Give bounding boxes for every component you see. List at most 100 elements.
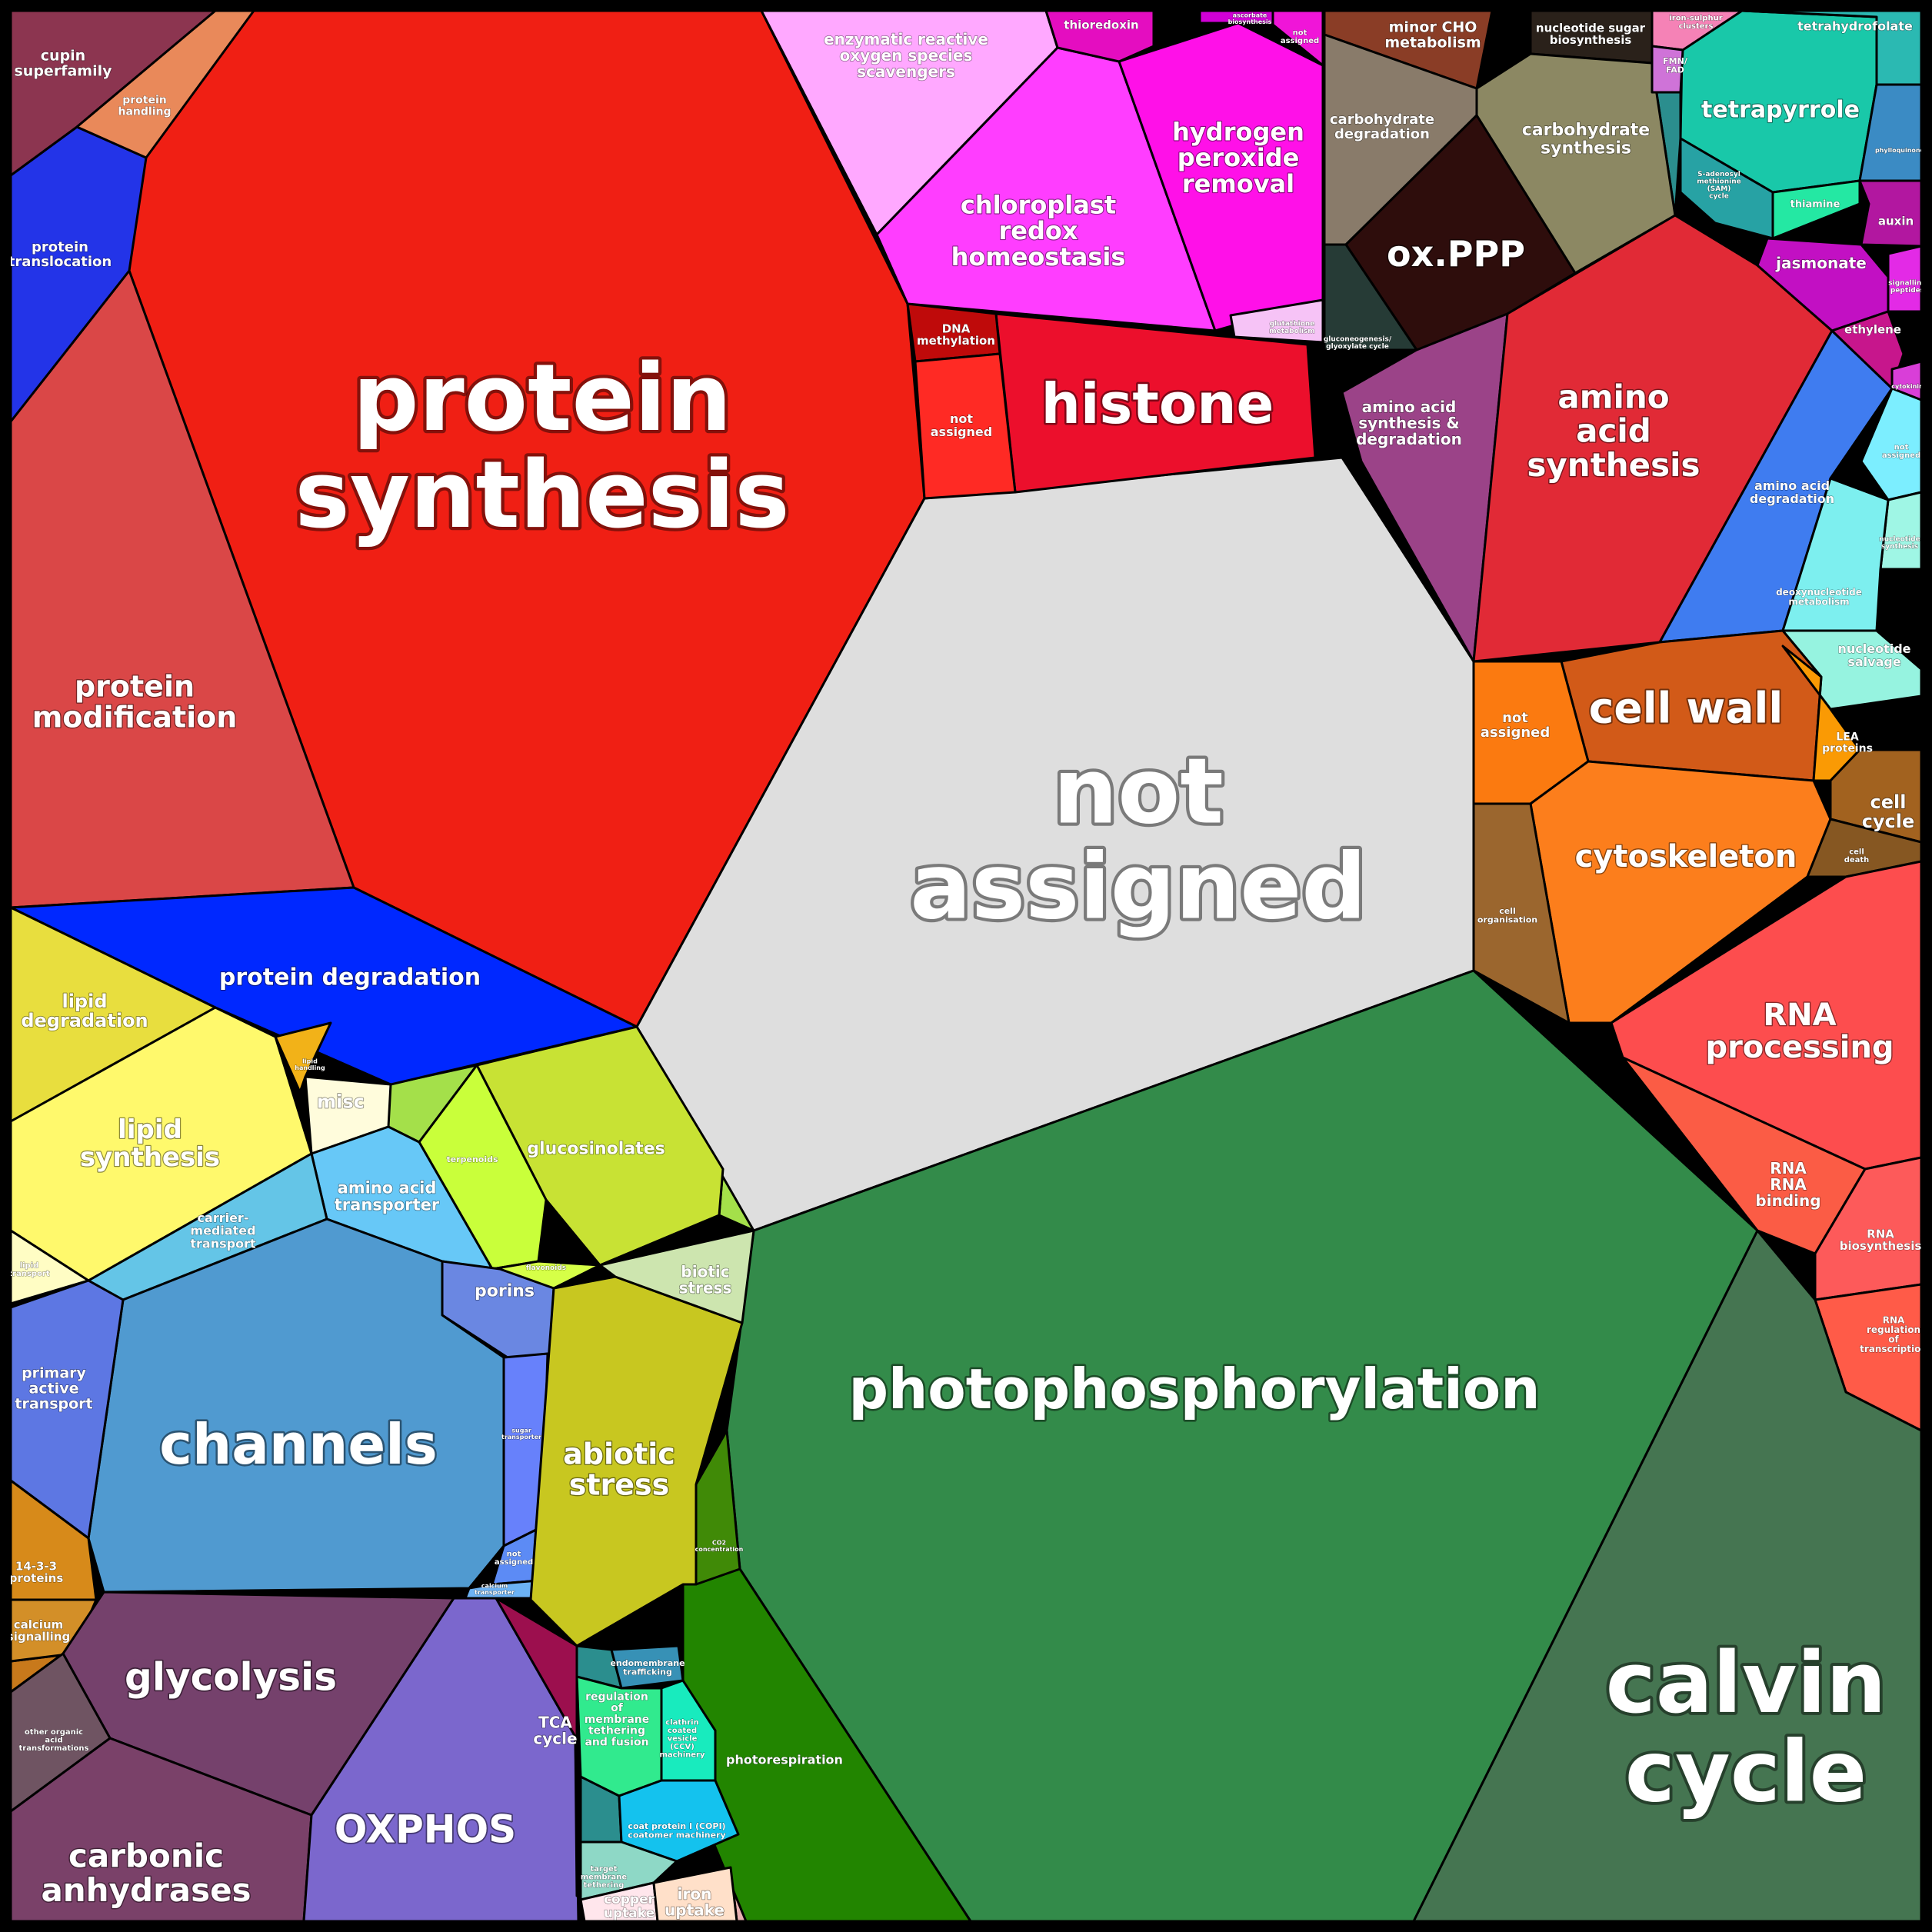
cell-label-cell-wall: cell wall — [1589, 683, 1783, 732]
cell-label-terpenoids: terpenoids — [446, 1154, 498, 1164]
cell-label-lipid-degradation: lipid degradation — [21, 991, 148, 1031]
cell-label-abiotic-stress: abiotic stress — [563, 1437, 675, 1501]
cell-label-nucleotide-synthesis: nucleotide synthesis — [1879, 535, 1920, 550]
cell-label-rna-processing: RNA processing — [1705, 998, 1894, 1065]
cell-label-amino-acid-synthesis: amino acid synthesis — [1527, 378, 1700, 484]
cell-label-ox-ppp: ox.PPP — [1387, 233, 1525, 275]
cell-label-carbohydrate-synthesis: carbohydrate synthesis — [1522, 121, 1650, 158]
cell-label-calvin-cycle: calvin cycle — [1606, 1634, 1887, 1821]
cell-label-cytoskeleton: cytoskeleton — [1575, 839, 1797, 874]
cell-tca-cycle — [495, 1597, 578, 1897]
cell-label-biotic-stress: biotic stress — [679, 1263, 732, 1297]
cell-label-amino-acid-synthesis-degradation: amino acid synthesis & degradation — [1356, 398, 1462, 448]
cell-label-tetrapyrrole: tetrapyrrole — [1701, 97, 1860, 124]
cell-label-coat-protein-i-copi-coatomer-machinery: coat protein I (COPI) coatomer machinery — [628, 1821, 725, 1840]
cell-label-14-3-3-proteins: 14-3-3 proteins — [9, 1559, 64, 1585]
cell-label-calcium-signalling: calcium signalling — [7, 1617, 70, 1644]
cell-label-other-organic-acid-transformations: other organic acid transformations — [18, 1728, 88, 1753]
cell-label-tca-cycle: TCA cycle — [533, 1714, 577, 1748]
cell-label-lea-proteins: LEA proteins — [1822, 731, 1873, 755]
cell-label-lipid-transport: lipid transport — [8, 1261, 49, 1278]
cell-label-enzymatic-reactive-oxygen-species-scavengers: enzymatic reactive oxygen species scavenge… — [824, 30, 988, 81]
cell-label-ascorbate-biosynthesis: ascorbate biosynthesis — [1228, 12, 1272, 25]
cell-label-primary-active-transport: primary active transport — [15, 1365, 92, 1413]
cell-glutathione-metabolism — [1229, 298, 1324, 344]
cell-fmn-fad — [1651, 45, 1684, 94]
cell-clathrin-coated-vesicle-ccv-machinery — [660, 1679, 717, 1782]
cell-label-co2-concentration: CO2 concentration — [695, 1540, 744, 1553]
cell-label-chloroplast-redox-homeostasis: chloroplast redox homeostasis — [951, 191, 1126, 271]
cell-label-thiamine: thiamine — [1790, 199, 1840, 211]
cell-label-minor-cho-metabolism: minor CHO metabolism — [1384, 19, 1481, 52]
cell-target-membrane-tethering — [579, 1840, 678, 1901]
cell-lipid-handling — [274, 1021, 332, 1094]
cell-label-s-adenosyl-methionine-sam-cycle: S-adenosyl methionine (SAM) cycle — [1697, 171, 1740, 200]
cell-label-histone: histone — [1041, 371, 1274, 436]
cell-label-thioredoxin: thioredoxin — [1064, 18, 1138, 32]
cell-label-protein-handling: protein handling — [118, 95, 172, 118]
cell-label-glycolysis: glycolysis — [125, 1655, 337, 1700]
cell-label-hydrogen-peroxide-removal: hydrogen peroxide removal — [1172, 118, 1304, 198]
cell-label-ethylene: ethylene — [1844, 322, 1901, 336]
cells-layer — [9, 9, 1923, 1923]
cell-label-sugar-transporter: sugar transporter — [501, 1427, 541, 1441]
cell-label-auxin: auxin — [1878, 214, 1914, 228]
cell-label-carbonic-anhydrases: carbonic anhydrases — [41, 1837, 251, 1909]
cell-label-protein-degradation: protein degradation — [219, 964, 481, 991]
cell-label-porins: porins — [475, 1282, 535, 1301]
cell-label-not-assigned: not assigned — [910, 738, 1367, 939]
cell-label-protein-synthesis: protein synthesis — [295, 345, 789, 549]
cell-label-cell-cycle: cell cycle — [1862, 791, 1915, 832]
cell-label-amino-acid-degradation: amino acid degradation — [1750, 478, 1834, 506]
cell-label-not-assigned: not assigned — [931, 411, 992, 439]
cell-label-oxphos: OXPHOS — [335, 1807, 516, 1852]
cell-label-iron-sulphur-clusters: iron-sulphur clusters — [1669, 14, 1722, 31]
cell-label-cytokinin: cytokinin — [1891, 383, 1924, 390]
cell-label-misc: misc — [317, 1091, 365, 1112]
cell-label-channels: channels — [159, 1412, 437, 1477]
cell-label-not-assigned: not assigned — [1882, 443, 1920, 460]
cell-label-photophosphorylation: photophosphorylation — [848, 1357, 1540, 1421]
cell-label-photorespiration: photorespiration — [726, 1753, 843, 1767]
cell-label-signalling-peptides: signalling peptides — [1888, 279, 1926, 294]
cell-auxin — [1858, 179, 1923, 248]
cell-label-fmn-fad: FMN/FAD — [1663, 56, 1688, 75]
cell-label-cell-death: cell death — [1844, 848, 1870, 864]
cell-label-rna-regulation-of-transcription: RNA regulation of transcription — [1860, 1314, 1927, 1354]
cell-label-glucosinolates: glucosinolates — [527, 1140, 665, 1159]
cell-label-copper-uptake: copper uptake — [604, 1892, 655, 1921]
cell-label-cell-organisation: cell organisation — [1477, 906, 1537, 925]
cell-cell-organisation — [1472, 802, 1571, 1024]
cell-label-calcium-transporter: calcium transporter — [475, 1583, 515, 1596]
cell-label-lipid-synthesis: lipid synthesis — [80, 1114, 220, 1173]
cell-label-lipid-handling: lipid handling — [295, 1058, 325, 1071]
cell-label-flavonoids: flavonoids — [526, 1264, 566, 1272]
cell-label-deoxynucleotide-metabolism: deoxynucleotide metabolism — [1776, 587, 1862, 608]
cell-label-clathrin-coated-vesicle-ccv-machinery: clathrin coated vesicle (CCV) machinery — [660, 1719, 705, 1760]
cell-label-not-assigned: not assigned — [495, 1550, 533, 1567]
labels-layer: protein synthesis protein modification prote… — [6, 12, 1927, 1921]
cell-label-regulation-of-membrane-tethering-and-fusion: regulation of membrane tethering and fusion — [585, 1691, 650, 1749]
cell-label-iron-uptake: iron uptake — [665, 1885, 724, 1920]
cell-thiamine — [1771, 179, 1861, 240]
cell-hydrogen-peroxide-removal — [1118, 22, 1324, 332]
cell-label-tetrahydrofolate: tetrahydrofolate — [1797, 19, 1913, 34]
cell-ethylene — [1830, 310, 1905, 390]
cell-label-rna-binding: RNA RNA binding — [1755, 1159, 1820, 1210]
cell-biotic-stress — [598, 1229, 755, 1324]
cell-not-assigned — [914, 352, 1017, 500]
cell-label-dna-methylation: DNA methylation — [917, 321, 995, 348]
cell-label-target-membrane-tethering: target membrane tethering — [581, 1865, 628, 1890]
cell-label-cupin-superfamily: cupin superfamily — [15, 48, 113, 80]
cell-label-glutathione-metabolism: glutathione metabolism — [1269, 320, 1314, 335]
cell-label-nucleotide-sugar-biosynthesis: nucleotide sugar biosynthesis — [1536, 21, 1646, 47]
cell-label-not-assigned: not assigned — [1481, 710, 1551, 741]
cell-label-rna-biosynthesis: RNA biosynthesis — [1840, 1227, 1922, 1253]
cell-label-nucleotide-salvage: nucleotide salvage — [1837, 641, 1910, 669]
cell-label-protein-modification: protein modification — [32, 669, 238, 734]
cell-label-carbohydrate-degradation: carbohydrate degradation — [1330, 112, 1434, 142]
cell-label-gluconeogenesis-glyoxylate-cycle: gluconeogenesis/glyoxylate cycle — [1324, 335, 1392, 350]
cell-label-carrier-mediated-transport: carrier-mediated transport — [190, 1211, 256, 1251]
cell-deoxynucleotide-metabolism — [1781, 477, 1890, 632]
